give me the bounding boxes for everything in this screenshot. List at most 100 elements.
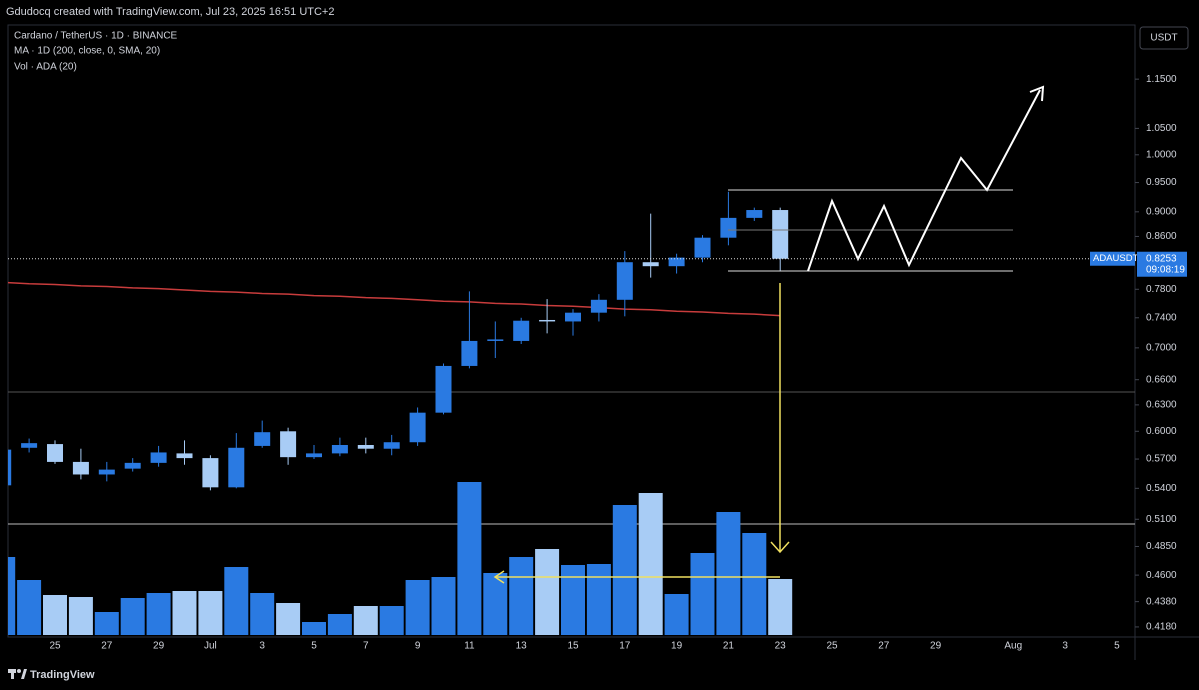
candle-body — [590, 299, 607, 313]
x-tick-label: 5 — [311, 641, 317, 652]
plot-area — [8, 191, 1135, 635]
price-tag — [1137, 251, 1187, 277]
candle-body — [772, 210, 789, 259]
currency-button[interactable] — [1139, 26, 1189, 50]
volume-bar — [379, 606, 404, 635]
x-tick-label: 15 — [567, 641, 579, 652]
volume-bar — [561, 565, 585, 635]
volume-bar — [17, 580, 42, 635]
y-tick-label: 0.7800 — [1146, 284, 1177, 295]
volume-bar — [43, 595, 67, 635]
y-tick-label: 0.9500 — [1146, 177, 1177, 188]
candle-body — [228, 447, 245, 488]
yellow-arrowhead — [770, 541, 790, 554]
volume-bar — [768, 579, 793, 635]
x-tick-label: 13 — [516, 641, 528, 652]
y-tick-label: 0.6000 — [1146, 426, 1177, 437]
candle-body — [668, 257, 685, 267]
candle-body — [487, 339, 504, 341]
volume-bar — [509, 557, 534, 635]
volume-bar — [742, 533, 767, 635]
yellow-arrowhead — [493, 570, 505, 584]
y-tick-label: 0.5400 — [1146, 483, 1177, 494]
currency[interactable]: USDT — [1150, 33, 1177, 44]
volume-bar — [224, 567, 249, 635]
candle-body — [616, 262, 633, 300]
candle-body — [150, 452, 167, 463]
candle-body — [357, 444, 374, 449]
volume-bar — [586, 564, 611, 635]
candle-body — [435, 365, 452, 413]
countdown: 09:08:19 — [1146, 264, 1185, 275]
candle-body — [539, 319, 556, 322]
volume-bar — [716, 512, 741, 635]
ma-line — [8, 281, 781, 317]
footer-brand: TradingView — [30, 669, 95, 681]
candle-body — [21, 443, 38, 448]
volume-bar — [353, 606, 378, 635]
y-tick-label: 1.0500 — [1146, 123, 1177, 134]
y-tick-label: 0.5700 — [1146, 454, 1177, 465]
y-tick-label: 0.4380 — [1146, 596, 1177, 607]
x-tick-label: 29 — [153, 641, 165, 652]
volume-bar — [94, 612, 119, 635]
volume-bar — [250, 593, 275, 635]
x-tick-label: Aug — [1004, 641, 1022, 652]
x-tick-label: 3 — [1062, 641, 1068, 652]
candle-body — [254, 432, 271, 446]
x-tick-label: 21 — [723, 641, 735, 652]
volume-bar — [457, 482, 482, 635]
volume-bar — [690, 553, 715, 635]
x-tick-label: 5 — [1114, 641, 1120, 652]
y-tick-label: 0.4180 — [1146, 622, 1177, 633]
symbol-tag — [1090, 251, 1135, 266]
header-text: Gdudocq created with TradingView.com, Ju… — [6, 6, 334, 18]
x-tick-label: 19 — [671, 641, 683, 652]
candle-body — [513, 320, 530, 341]
y-tick-label: 0.8600 — [1146, 231, 1177, 242]
legend-volume: Vol · ADA (20) — [14, 62, 77, 73]
candle-body — [331, 444, 348, 454]
candle-body — [565, 312, 581, 322]
candle-body — [72, 461, 89, 475]
y-tick-label: 1.0000 — [1146, 149, 1177, 160]
y-tick-label: 0.6600 — [1146, 374, 1177, 385]
volume-bar — [146, 593, 171, 635]
volume-bar — [172, 591, 197, 635]
y-tick-label: 0.6300 — [1146, 400, 1177, 411]
legend-symbol: Cardano / TetherUS · 1D · BINANCE — [14, 31, 178, 42]
x-tick-label: 27 — [101, 641, 113, 652]
x-tick-label: 7 — [363, 641, 369, 652]
x-tick-label: 9 — [415, 641, 421, 652]
logo — [11, 669, 14, 679]
symbol-label: ADAUSDT — [1093, 253, 1139, 264]
volume-bar — [302, 622, 326, 635]
volume-bar — [405, 580, 430, 635]
candle-body — [47, 444, 63, 462]
candle-body — [642, 262, 659, 267]
x-tick-label: Jul — [204, 641, 217, 652]
candle-body — [409, 412, 426, 443]
y-tick-label: 1.1500 — [1146, 74, 1177, 85]
volume-bar — [276, 603, 301, 635]
drawings — [493, 85, 1045, 584]
footer: TradingView — [8, 669, 95, 681]
candle-body — [383, 442, 400, 449]
volume-bar — [8, 557, 16, 635]
projection-arrowhead — [1029, 85, 1045, 102]
y-tick-label: 0.5100 — [1146, 514, 1177, 525]
candle-body — [694, 237, 711, 258]
candle-body — [306, 453, 322, 458]
y-tick-label: 0.4850 — [1146, 541, 1177, 552]
volume-bar — [120, 598, 145, 635]
volume-bar — [68, 597, 93, 635]
volume-bar — [431, 577, 456, 635]
candle-body — [280, 431, 297, 458]
candle-body — [720, 217, 737, 238]
projection-path — [807, 89, 1041, 272]
legend-ma: MA · 1D (200, close, 0, SMA, 20) — [14, 46, 160, 57]
candle-body — [8, 449, 12, 486]
logo — [17, 669, 21, 673]
volume-bar — [327, 614, 352, 635]
